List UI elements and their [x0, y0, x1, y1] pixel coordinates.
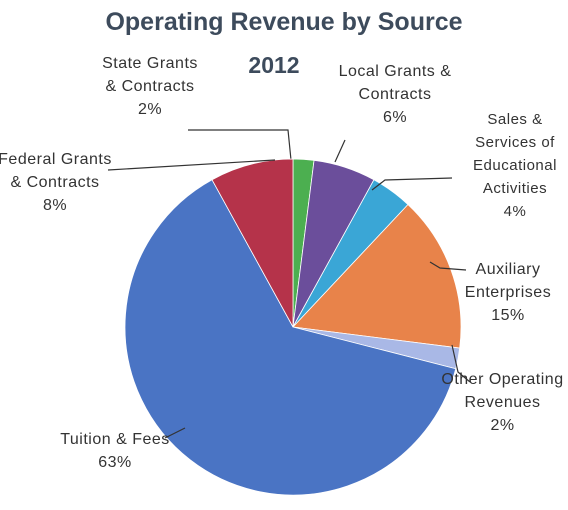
- slice-label: Auxiliary Enterprises 15%: [438, 258, 568, 327]
- slice-label: Other Operating Revenues 2%: [440, 368, 565, 437]
- leader-line: [371, 177, 453, 191]
- value-label: 8%: [42, 197, 68, 214]
- slice-label: Federal Grants & Contracts 8%: [0, 148, 115, 217]
- leader-line: [188, 129, 292, 161]
- leader-line: [334, 139, 346, 163]
- category-name: Federal Grants & Contracts: [0, 151, 112, 191]
- slice-label: Tuition & Fees 63%: [50, 428, 180, 474]
- chart-title: Operating Revenue by Source: [105, 8, 463, 36]
- value-label: 2%: [137, 101, 163, 118]
- category-name: Sales & Services of Educational Activiti…: [473, 111, 557, 197]
- pie-slice: [211, 158, 294, 328]
- category-name: Local Grants & Contracts: [338, 63, 452, 103]
- pie-slice: [124, 179, 457, 496]
- leader-line: [451, 344, 471, 383]
- pie-slice: [292, 203, 462, 349]
- slice-label: Sales & Services of Educational Activiti…: [455, 108, 568, 223]
- leader-line: [107, 159, 276, 171]
- chart-subtitle: 2012: [248, 52, 300, 78]
- category-name: Tuition & Fees: [60, 431, 170, 448]
- value-label: 2%: [490, 417, 515, 434]
- value-label: 63%: [98, 454, 132, 471]
- category-name: State Grants & Contracts: [102, 55, 198, 95]
- value-label: 4%: [503, 203, 527, 220]
- leader-line: [429, 261, 467, 271]
- value-label: 6%: [382, 109, 408, 126]
- category-name: Auxiliary Enterprises: [464, 261, 552, 301]
- category-name: Other Operating Revenues: [441, 371, 564, 411]
- slice-label: Local Grants & Contracts 6%: [335, 60, 455, 129]
- slice-label: State Grants & Contracts 2%: [95, 52, 205, 121]
- leader-line: [164, 427, 186, 439]
- value-label: 15%: [491, 307, 525, 324]
